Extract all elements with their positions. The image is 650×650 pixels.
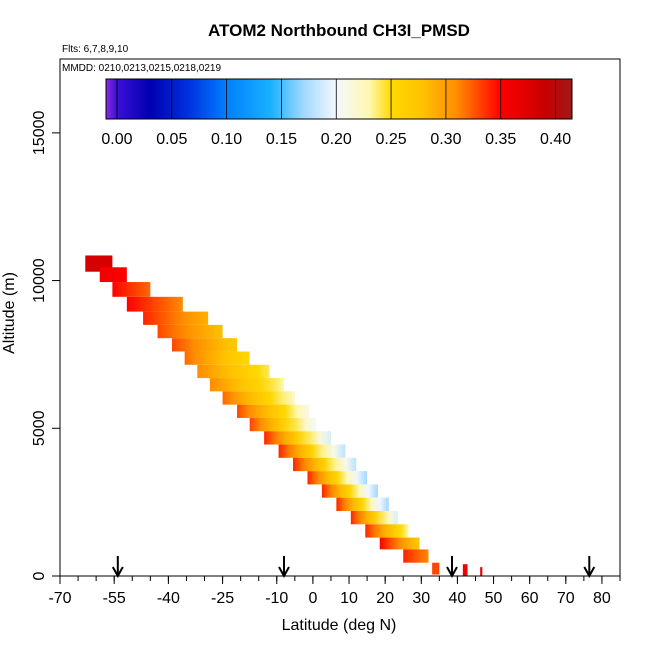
data-segment (112, 282, 151, 297)
data-segment (209, 378, 284, 392)
x-axis: -70 -55 -40 -25 -10 0 10 20 30 40 50 60 70 80 (48, 576, 621, 607)
x-tick-label: 30 (412, 590, 430, 607)
data-segment (350, 511, 398, 525)
x-tick-label: -40 (157, 590, 180, 607)
colorbar-gradient (105, 78, 573, 120)
data-segment (264, 431, 331, 445)
data-segment (321, 484, 378, 498)
data-segment (403, 549, 429, 563)
colorbar-tick-label: 0.20 (321, 131, 352, 148)
x-tick-label: -25 (211, 590, 234, 607)
data-segment (222, 391, 295, 405)
data-segment (293, 457, 357, 472)
data-segment (237, 404, 310, 418)
colorbar-tick-label: 0.15 (266, 131, 297, 148)
data-segment (336, 497, 389, 512)
data-segment (157, 324, 223, 339)
x-tick-label: -55 (103, 590, 126, 607)
y-tick-label: 15000 (31, 111, 48, 156)
data-segments (85, 255, 483, 576)
y-tick-label: 10000 (31, 258, 48, 303)
data-segment (249, 417, 317, 432)
x-tick-label: 10 (340, 590, 358, 607)
y-axis-title: Altitude (m) (1, 272, 18, 354)
data-segment (184, 351, 250, 365)
plot-frame (59, 58, 621, 577)
colorbar-tick-label: 0.40 (540, 131, 571, 148)
x-tick-label: 70 (557, 590, 575, 607)
flights-label: Flts: 6,7,8,9,10 (62, 44, 129, 55)
mmdd-label: MMDD: 0210,0213,0215,0218,0219 (62, 63, 221, 74)
x-tick-label: 0 (308, 590, 317, 607)
colorbar-tick-label: 0.05 (156, 131, 187, 148)
y-axis: 0 5000 10000 15000 (31, 111, 60, 580)
data-segment (365, 524, 409, 538)
data-segment (99, 267, 127, 283)
x-tick-label: 60 (521, 590, 539, 607)
data-segment (197, 364, 270, 379)
x-tick-label: 50 (485, 590, 503, 607)
data-segment (143, 311, 209, 325)
x-tick-label: 20 (376, 590, 394, 607)
x-axis-title: Latitude (deg N) (282, 617, 397, 634)
data-segment (480, 567, 483, 576)
x-tick-label: -10 (265, 590, 288, 607)
x-tick-label: -70 (48, 590, 71, 607)
data-segment (432, 562, 440, 575)
chart-title: ATOM2 Northbound CH3I_PMSD (208, 21, 470, 40)
x-tick-label: 80 (593, 590, 611, 607)
colorbar-tick-label: 0.10 (211, 131, 242, 148)
data-segment (172, 338, 238, 352)
data-segment (379, 537, 420, 550)
data-segment (278, 444, 346, 458)
colorbar-tick-label: 0.00 (101, 131, 132, 148)
colorbar-tick-label: 0.35 (485, 131, 516, 148)
colorbar-tick-label: 0.30 (430, 131, 461, 148)
data-segment (126, 296, 183, 312)
flight-markers (111, 556, 596, 579)
x-tick-label: 40 (449, 590, 467, 607)
colorbar-tick-label: 0.25 (376, 131, 407, 148)
data-segment (462, 564, 468, 576)
y-tick-label: 0 (31, 571, 48, 580)
data-segment (307, 471, 368, 485)
y-tick-label: 5000 (31, 410, 48, 446)
colorbar: 0.00 0.05 0.10 0.15 0.20 0.25 0.30 0.35 0.40 (101, 78, 573, 148)
